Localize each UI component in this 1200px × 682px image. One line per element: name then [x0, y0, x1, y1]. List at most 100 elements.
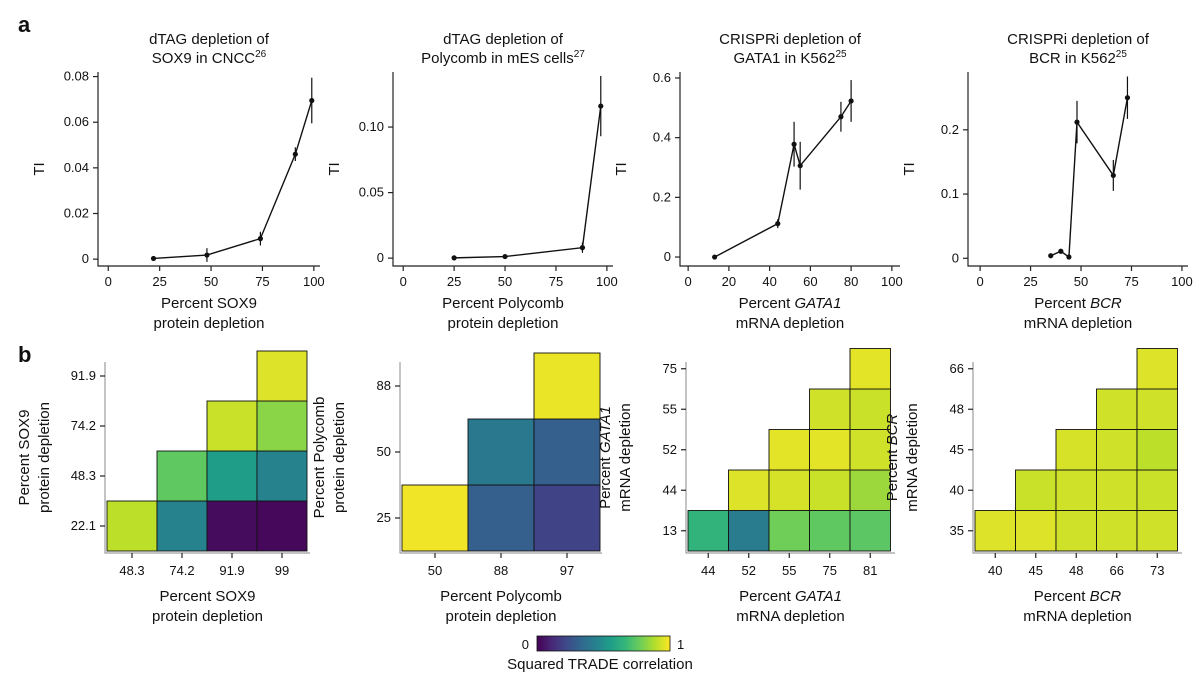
heatmap-cell	[809, 469, 851, 511]
x-axis-label: mRNA depletion	[736, 608, 844, 625]
y-tick-label: 45	[950, 442, 964, 457]
panel-letter-a: a	[18, 12, 31, 37]
data-point	[292, 151, 298, 157]
heatmap-cell	[1055, 429, 1097, 471]
x-axis-label: Percent SOX9	[161, 295, 257, 312]
chart-title: dTAG depletion of	[149, 31, 270, 48]
x-axis-label: Percent BCR	[1034, 295, 1122, 312]
data-point	[579, 245, 586, 251]
y-tick-label: 0.04	[64, 160, 89, 175]
x-tick-label: 25	[1023, 274, 1037, 289]
x-tick-label: 100	[1171, 274, 1193, 289]
axis-lines	[97, 72, 320, 267]
x-tick-label: 50	[204, 274, 218, 289]
data-point	[598, 103, 604, 109]
data-point	[451, 255, 457, 261]
y-tick-label: 52	[663, 442, 677, 457]
x-tick-label: 44	[701, 563, 715, 578]
data-point	[848, 98, 854, 104]
x-tick-label: 91.9	[219, 563, 244, 578]
heatmap-cell	[728, 469, 770, 511]
y-tick-label: 0	[82, 251, 89, 266]
x-tick-label: 48.3	[119, 563, 144, 578]
chart-title: SOX9 in CNCC26	[152, 49, 267, 67]
y-axis-label: Percent Polycomb	[311, 397, 328, 519]
y-tick-label: 55	[663, 401, 677, 416]
y-axis-label: TI	[901, 162, 918, 175]
series-line	[153, 100, 313, 260]
y-tick-label: 74.2	[71, 418, 96, 433]
x-tick-label: 25	[447, 274, 461, 289]
y-tick-label: 0.2	[653, 189, 671, 204]
colorbar-label: Squared TRADE correlation	[507, 656, 693, 673]
heatmap-panel-1: 48.3 74.2 91.9 99 22.1 48.3 74.2 91.9 Percent SO…	[16, 350, 310, 625]
y-tick-label: 40	[950, 482, 964, 497]
chart-title: CRISPRi depletion of	[1007, 31, 1150, 48]
chart-title: dTAG depletion of	[443, 31, 564, 48]
heatmap-cell	[849, 388, 891, 430]
heatmap-cell	[1096, 429, 1138, 471]
data-point	[150, 255, 157, 262]
data-point	[309, 97, 315, 104]
y-axis-label: mRNA depletion	[617, 403, 634, 511]
x-tick-label: 88	[494, 563, 508, 578]
y-axis-label: Percent SOX9	[16, 410, 33, 506]
x-tick-label: 50	[1074, 274, 1088, 289]
heatmap-cell	[533, 484, 601, 552]
heatmap-frame	[972, 362, 1182, 554]
data-point	[1074, 119, 1080, 125]
data-point	[775, 221, 781, 227]
x-tick-label: 99	[275, 563, 289, 578]
y-tick-label: 50	[377, 444, 391, 459]
y-axis-label: Percent BCR	[884, 414, 901, 502]
heatmap-cell	[849, 469, 891, 511]
heatmap-cell	[728, 510, 770, 552]
y-axis-label: mRNA depletion	[904, 403, 921, 511]
data-point	[791, 141, 797, 147]
data-point	[1066, 254, 1072, 260]
x-tick-label: 0	[685, 274, 692, 289]
y-axis-label: protein depletion	[36, 402, 53, 513]
chart-title: Polycomb in mES cells27	[421, 49, 585, 67]
heatmap-cell	[1015, 469, 1057, 511]
y-tick-label: 91.9	[71, 368, 96, 383]
heatmap-cell	[809, 429, 851, 471]
x-axis-label: Percent Polycomb	[442, 295, 564, 312]
heatmap-cell	[1096, 510, 1138, 552]
heatmap-cell	[1055, 469, 1097, 511]
y-tick-label: 0.08	[64, 69, 89, 84]
heatmap-cell	[974, 510, 1016, 552]
x-axis-label: protein depletion	[448, 315, 559, 332]
heatmap-cell	[1136, 469, 1178, 511]
y-tick-label: 0.6	[653, 70, 671, 85]
x-tick-label: 73	[1150, 563, 1164, 578]
data-point	[1110, 172, 1116, 179]
x-tick-label: 74.2	[169, 563, 194, 578]
axis-lines	[392, 72, 613, 267]
y-tick-label: 0.10	[359, 119, 384, 134]
data-point	[1058, 248, 1064, 254]
heatmap-cell	[768, 469, 810, 511]
x-tick-label: 97	[560, 563, 574, 578]
heatmap-cell	[156, 450, 208, 502]
x-axis-label: Percent BCR	[1034, 588, 1122, 605]
series-line	[454, 105, 602, 259]
y-tick-label: 66	[950, 361, 964, 376]
x-tick-label: 80	[844, 274, 858, 289]
axis-lines	[679, 72, 900, 267]
colorbar-gradient	[536, 635, 671, 652]
y-tick-label: 0	[377, 250, 384, 265]
heatmap-cell	[156, 500, 208, 552]
x-axis-label: mRNA depletion	[1023, 608, 1131, 625]
heatmap-cell	[849, 429, 891, 471]
x-tick-label: 45	[1029, 563, 1043, 578]
heatmap-cell	[256, 500, 308, 552]
heatmap-cell	[687, 510, 729, 552]
heatmap-cell	[1055, 510, 1097, 552]
x-tick-label: 75	[255, 274, 269, 289]
